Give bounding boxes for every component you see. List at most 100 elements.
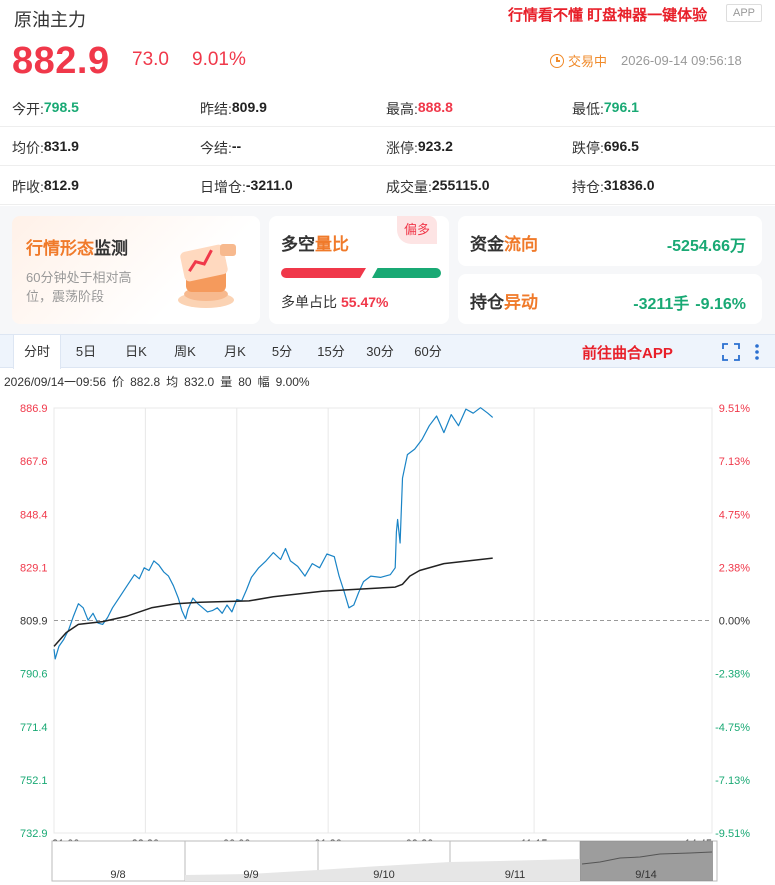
fullscreen-icon[interactable] [722, 343, 740, 361]
stat-cell: 持仓: 31836.0 [572, 177, 655, 197]
stat-cell: 涨停: 923.2 [386, 138, 453, 158]
price-line [53, 407, 494, 660]
stat-value: 923.2 [417, 138, 453, 154]
y-tick-label: 771.4 [20, 722, 48, 734]
tab-3[interactable]: 周K [174, 344, 196, 359]
stats-row: 今开: 798.5 昨结: 809.9 最高: 888.8 最低: 796.1 [0, 88, 775, 127]
stat-label: 成交量: [386, 179, 432, 195]
stat-value: 255115.0 [431, 177, 490, 193]
card-title: 行情形态监测 [26, 239, 128, 258]
open-interest-card[interactable]: 持仓异动 -3211手 -9.16% [458, 274, 762, 324]
stat-value: -- [231, 138, 242, 154]
y-tick-label: 732.9 [20, 828, 48, 840]
stat-value: 809.9 [231, 99, 267, 115]
stat-value: 888.8 [417, 99, 453, 115]
trading-status: 交易中 2026-09-14 09:56:18 [550, 51, 742, 70]
y-tick-pct-label: -9.51% [715, 828, 750, 840]
stat-value: 31836.0 [603, 177, 655, 193]
tab-2[interactable]: 日K [125, 344, 147, 359]
last-price: 882.9 [12, 40, 110, 82]
y-tick-label: 848.4 [20, 509, 48, 521]
y-tick-pct-label: 2.38% [719, 562, 750, 574]
stat-value: 696.5 [603, 138, 639, 154]
stat-value: 812.9 [43, 177, 79, 193]
capital-flow-card[interactable]: 资金流向 -5254.66万 [458, 216, 762, 266]
stat-label: 跌停: [572, 140, 604, 156]
card-title: 资金流向 [470, 235, 538, 254]
goto-app-link[interactable]: 前往曲合APP [582, 345, 673, 362]
stat-cell: 今开: 798.5 [12, 99, 79, 119]
y-tick-label: 886.9 [20, 403, 48, 415]
stat-cell: 成交量: 255115.0 [386, 177, 490, 197]
clock-icon [550, 53, 564, 68]
stat-label: 最高: [386, 101, 418, 117]
stat-label: 昨收: [12, 179, 44, 195]
navigator-date-label: 9/14 [635, 869, 656, 881]
stat-cell: 跌停: 696.5 [572, 138, 639, 158]
y-tick-pct-label: 4.75% [719, 509, 750, 521]
quote-datetime: 2026-09-14 09:56:18 [621, 53, 742, 68]
y-tick-label: 867.6 [20, 456, 48, 468]
navigator-window[interactable] [580, 841, 713, 881]
monitor-illustration-icon [178, 244, 236, 308]
status-text: 交易中 [568, 54, 608, 69]
stat-cell: 昨收: 812.9 [12, 177, 79, 197]
tab-8[interactable]: 60分 [414, 344, 442, 359]
stat-label: 均价: [12, 140, 44, 156]
y-tick-label: 790.6 [20, 669, 48, 681]
y-tick-pct-label: 7.13% [719, 456, 750, 468]
y-tick-label: 752.1 [20, 775, 48, 787]
navigator-date-label: 9/9 [243, 869, 258, 881]
capital-flow-value: -5254.66万 [666, 238, 746, 255]
y-tick-pct-label: 9.51% [719, 403, 750, 415]
app-badge[interactable]: APP [726, 4, 762, 22]
y-tick-pct-label: -4.75% [715, 722, 750, 734]
card-desc: 60分钟处于相对高位，震荡阶段 [26, 270, 132, 304]
stat-value: 798.5 [43, 99, 79, 115]
navigator-date-label: 9/8 [110, 869, 125, 881]
page-title: 原油主力 [14, 10, 86, 30]
card-title: 持仓异动 [470, 293, 538, 312]
stat-label: 昨结: [200, 101, 232, 117]
intraday-chart[interactable]: 886.9 9.51% 867.6 7.13% 848.4 4.75% 829.1 2.38%… [0, 392, 775, 885]
y-tick-pct-label: -2.38% [715, 669, 750, 681]
promo-link[interactable]: 行情看不懂 盯盘神器一键体验 [508, 7, 708, 24]
more-icon[interactable] [752, 341, 762, 363]
stat-label: 日增仓: [200, 179, 246, 195]
stat-label: 涨停: [386, 140, 418, 156]
tab-4[interactable]: 月K [224, 344, 246, 359]
pattern-monitor-card[interactable]: 行情形态监测 60分钟处于相对高位，震荡阶段 [12, 216, 260, 324]
open-interest-value: -3211手 -9.16% [633, 296, 746, 313]
short-ratio-bar [372, 268, 441, 278]
y-tick-label: 829.1 [20, 562, 48, 574]
stats-row: 均价: 831.9 今结: -- 涨停: 923.2 跌停: 696.5 [0, 127, 775, 166]
stat-cell: 最低: 796.1 [572, 99, 639, 119]
card-title: 多空量比 [281, 235, 349, 254]
y-tick-pct-label: -7.13% [715, 775, 750, 787]
price-change: 73.0 [132, 49, 169, 70]
stat-cell: 均价: 831.9 [12, 138, 79, 158]
tick-info: 2026/09/14一09:56 价 882.8 均 832.0 量 80 幅 9.00% [4, 375, 310, 389]
y-tick-pct-label: 0.00% [719, 616, 750, 628]
navigator-window-line [581, 851, 713, 865]
stat-value: 831.9 [43, 138, 79, 154]
tab-7[interactable]: 30分 [366, 344, 394, 359]
stat-label: 最低: [572, 101, 604, 117]
long-ratio-bar [281, 268, 366, 278]
stat-label: 今结: [200, 140, 232, 156]
navigator-date-label: 9/10 [373, 869, 394, 881]
navigator-date-label: 9/11 [505, 869, 526, 881]
tab-6[interactable]: 15分 [317, 344, 345, 359]
stat-value: 796.1 [603, 99, 639, 115]
tab-1[interactable]: 5日 [75, 344, 97, 359]
stats-row: 昨收: 812.9 日增仓: -3211.0 成交量: 255115.0 持仓: 31836.… [0, 166, 775, 205]
stat-cell: 日增仓: -3211.0 [200, 177, 293, 197]
y-tick-label: 809.9 [20, 616, 48, 628]
tab-0[interactable]: 分时 [13, 335, 61, 369]
long-short-ratio-card[interactable]: 多空量比 偏多 多单占比 55.47% [269, 216, 449, 324]
chart-tabbar: 分时 5日 日K 周K 月K 5分 15分 30分 60分 前往曲合APP [0, 334, 775, 369]
stat-label: 持仓: [572, 179, 604, 195]
navigator-area [185, 859, 580, 881]
stat-cell: 今结: -- [200, 138, 241, 158]
tab-5[interactable]: 5分 [271, 344, 293, 359]
